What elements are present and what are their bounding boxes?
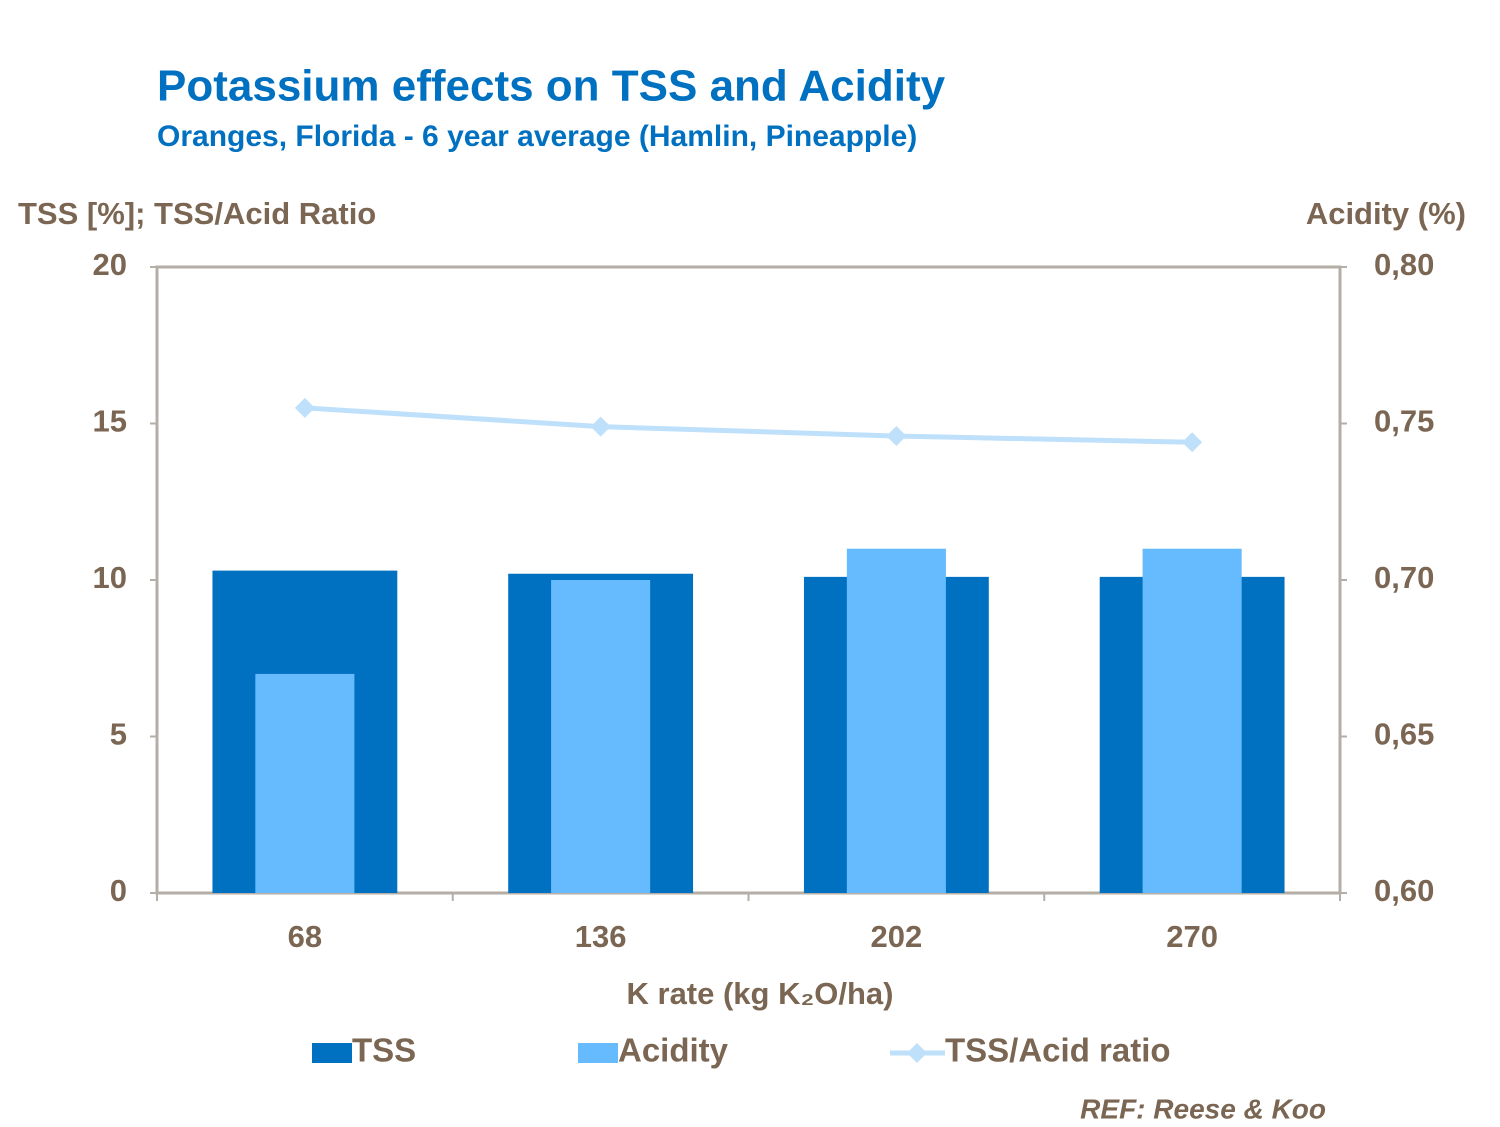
y-axis-title: TSS [%]; TSS/Acid Ratio [18,196,376,231]
y-tick-label: 15 [93,404,127,439]
legend-swatch [312,1043,352,1063]
legend-label: TSS [352,1032,416,1069]
y-tick-label: 0 [110,873,127,908]
x-tick-label: 68 [288,919,322,954]
y2-tick-label: 0,60 [1374,873,1434,908]
y2-tick-label: 0,70 [1374,560,1434,595]
chart-title: Potassium effects on TSS and Acidity [157,62,946,111]
marker [886,426,907,447]
line [304,405,1193,445]
y2-tick-label: 0,75 [1374,404,1434,439]
bar [551,580,651,893]
marker [590,416,611,437]
legend-label: Acidity [618,1032,729,1069]
x-axis-title: K rate (kg K₂O/ha) [627,976,894,1011]
legend-label: TSS/Acid ratio [945,1032,1171,1069]
annotation: REF: Reese & Koo [1080,1093,1326,1124]
y-tick-label: 20 [93,247,127,282]
y-tick-label: 5 [110,717,127,752]
x-tick-label: 270 [1166,919,1218,954]
y-tick-label: 10 [93,560,127,595]
bar [1142,548,1242,893]
marker [1182,432,1203,453]
chart-subtitle: Oranges, Florida - 6 year average (Hamli… [157,120,917,153]
bar [846,548,946,893]
x-tick-label: 136 [575,919,627,954]
legend-swatch [578,1043,618,1063]
y2-tick-label: 0,65 [1374,717,1434,752]
marker [294,397,315,418]
x-tick-label: 202 [871,919,923,954]
y2-tick-label: 0,80 [1374,247,1434,282]
legend-swatch [907,1043,927,1063]
bar [255,673,355,893]
y2-axis-title: Acidity (%) [1306,196,1466,231]
